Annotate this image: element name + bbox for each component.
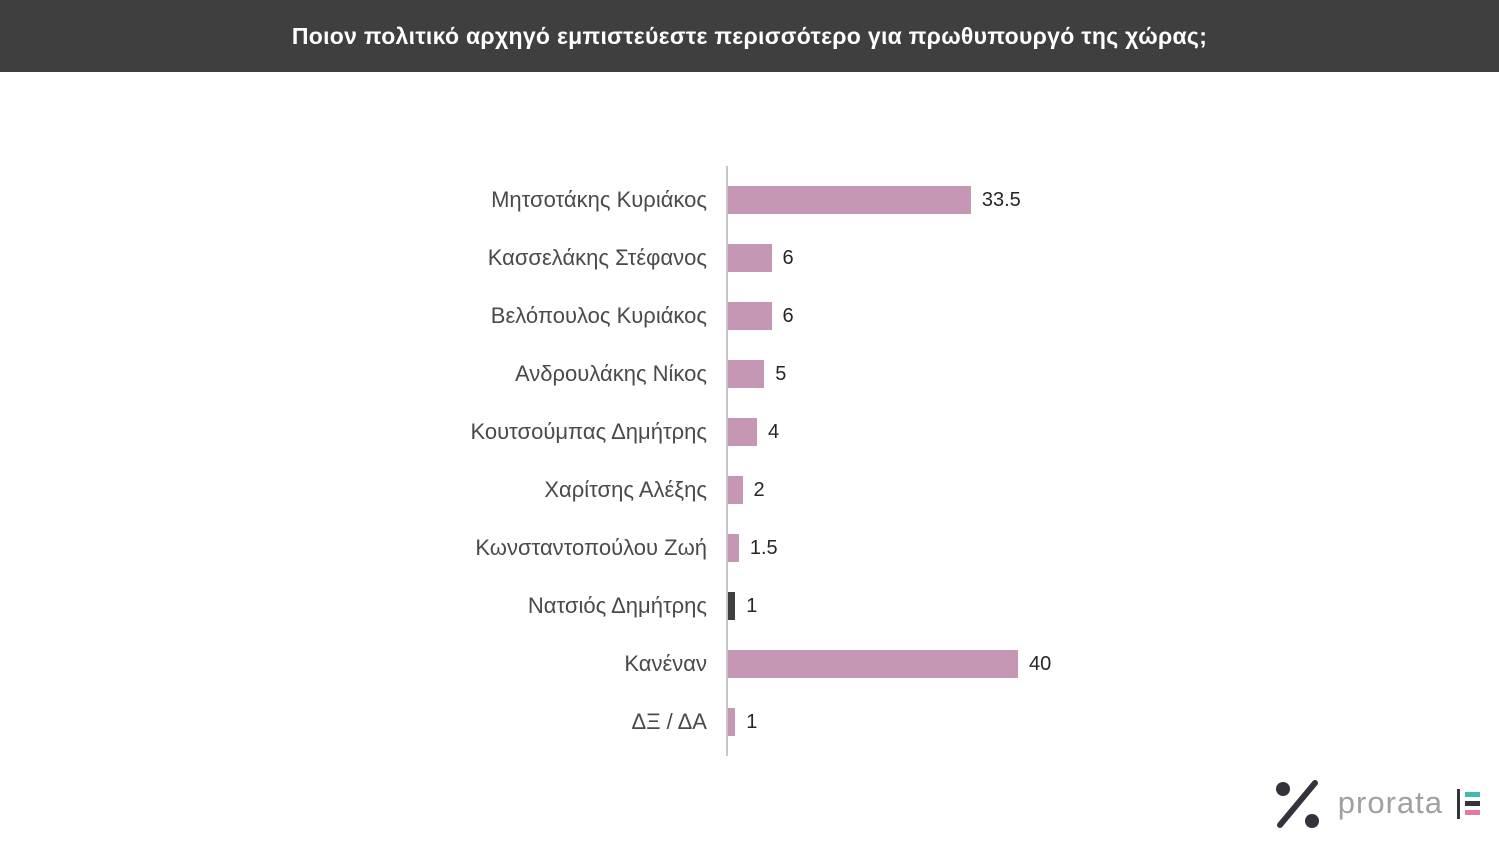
category-label: ΔΞ / ΔΑ [631,709,708,734]
bar [728,534,739,562]
bar-row: Νατσιός Δημήτρης 1 [0,577,1499,635]
category-label: Κωνσταντοπούλου Ζωή [475,535,707,560]
bar-row: Κωνσταντοπούλου Ζωή 1.5 [0,519,1499,577]
bar-row: ΔΞ / ΔΑ 1 [0,693,1499,751]
category-label: Μητσοτάκης Κυριάκος [491,187,707,212]
value-label: 6 [782,246,794,269]
category-label: Νατσιός Δημήτρης [527,593,707,618]
category-label: Κανέναν [624,651,707,676]
brand-name: prorata [1337,784,1443,820]
value-label: 1 [746,594,758,617]
category-label: Κασσελάκης Στέφανος [487,245,707,270]
bar [728,360,765,388]
bar-row: Κανέναν 40 [0,635,1499,693]
bar [728,302,772,330]
bar-row: Βελόπουλος Κυριάκος 6 [0,287,1499,345]
bar [728,650,1018,678]
bar-row: Χαρίτσης Αλέξης 2 [0,461,1499,519]
category-label: Χαρίτσης Αλέξης [544,477,707,502]
bar-chart: Μητσοτάκης Κυριάκος 33.5 Κασσελάκης Στέφαν… [0,171,1499,751]
bar [728,186,971,214]
bar [728,418,757,446]
value-label: 40 [1029,652,1052,675]
y-axis-line [726,166,728,756]
bar-row: Κουτσούμπας Δημήτρης 4 [0,403,1499,461]
chart-title-bar: Ποιον πολιτικό αρχηγό εμπιστεύεστε περισ… [0,0,1499,72]
chart-title: Ποιον πολιτικό αρχηγό εμπιστεύεστε περισ… [291,22,1208,49]
stacked-bars-icon [1457,789,1480,819]
prorata-logo: prorata [1272,771,1483,837]
bar [728,592,736,620]
bar-row: Μητσοτάκης Κυριάκος 33.5 [0,171,1499,229]
value-label: 1 [746,710,758,733]
bar [728,708,736,736]
value-label: 1.5 [749,536,778,559]
category-label: Βελόπουλος Κυριάκος [490,303,707,328]
bar-row: Ανδρουλάκης Νίκος 5 [0,345,1499,403]
value-label: 4 [768,420,780,443]
percent-icon [1275,780,1319,828]
value-label: 2 [753,478,765,501]
category-label: Ανδρουλάκης Νίκος [515,361,707,386]
bar-row: Κασσελάκης Στέφανος 6 [0,229,1499,287]
bar [728,476,743,504]
value-label: 33.5 [981,188,1021,211]
value-label: 6 [782,304,794,327]
bar [728,244,772,272]
category-label: Κουτσούμπας Δημήτρης [470,419,707,444]
value-label: 5 [775,362,787,385]
